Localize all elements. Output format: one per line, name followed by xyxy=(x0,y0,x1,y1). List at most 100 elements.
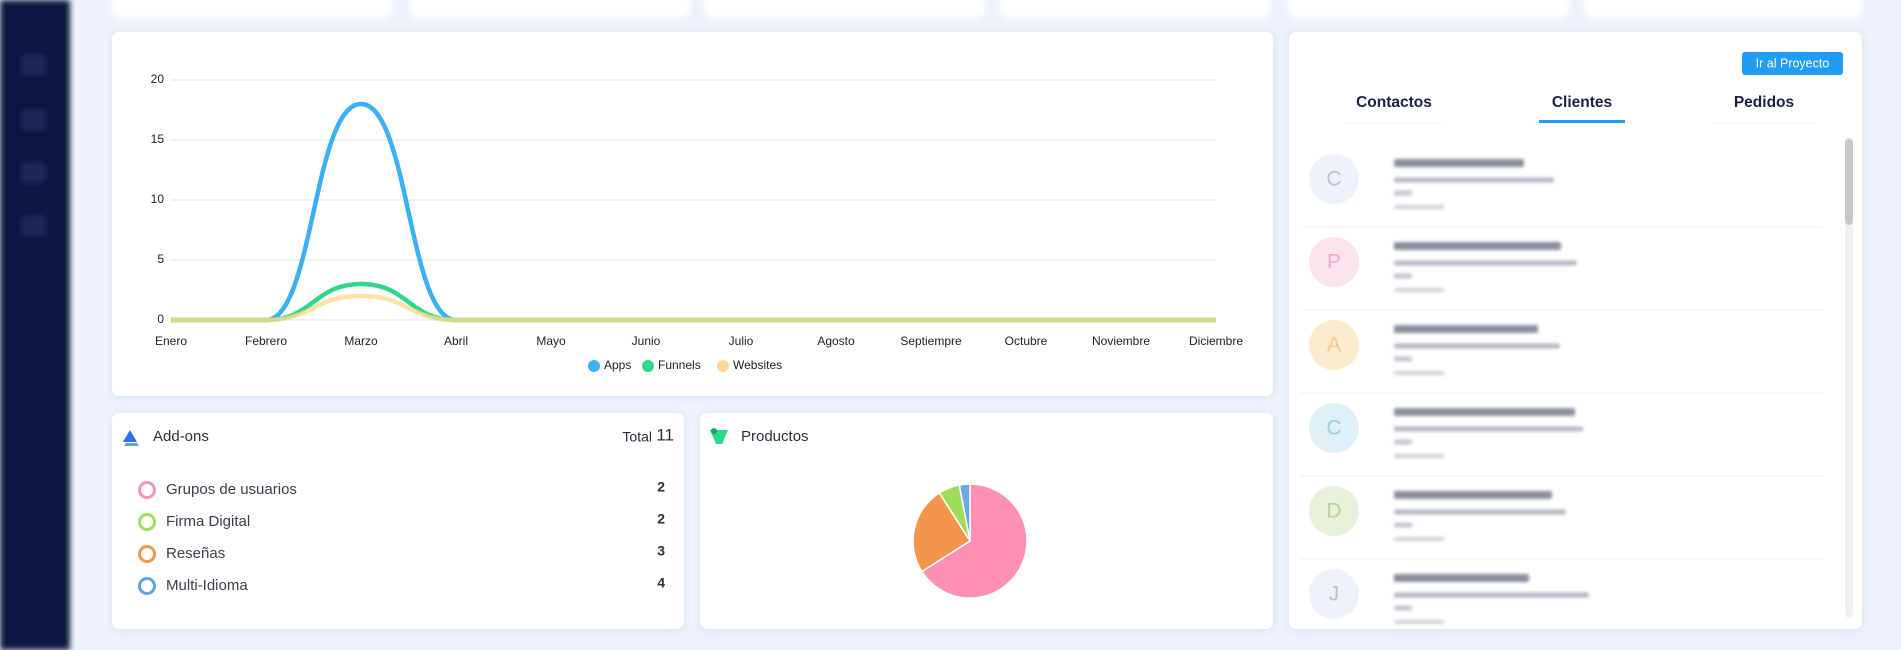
blurred-line xyxy=(1394,159,1524,167)
addons-total-label: Total xyxy=(622,429,652,445)
blurred-line xyxy=(1394,454,1444,458)
pie-slice xyxy=(912,491,972,573)
contact-avatar[interactable] xyxy=(1309,403,1359,453)
blurred-line xyxy=(1394,205,1444,209)
contact-initial: P xyxy=(1327,251,1341,274)
contact-initial: C xyxy=(1326,168,1341,191)
legend-swatch xyxy=(642,360,654,372)
addon-count: 4 xyxy=(657,575,665,591)
tab[interactable]: Contactos xyxy=(1356,94,1432,111)
blurred-line xyxy=(1394,343,1560,349)
addon-ring xyxy=(138,545,156,563)
addon-ring xyxy=(138,577,156,595)
blurred-line xyxy=(1394,408,1575,416)
scrollbar-thumb[interactable] xyxy=(1845,139,1853,225)
blurred-line xyxy=(1394,288,1444,292)
contact-avatar[interactable] xyxy=(1309,320,1359,370)
contact-details-blurred xyxy=(1394,408,1583,458)
contact-avatar[interactable] xyxy=(1309,154,1359,204)
contact-details-blurred xyxy=(1394,159,1554,209)
x-tick-label: Julio xyxy=(729,334,754,348)
legend-swatch xyxy=(717,360,729,372)
contact-avatar[interactable] xyxy=(1309,569,1359,619)
blurred-line xyxy=(1394,242,1561,250)
x-tick-label: Octubre xyxy=(1005,334,1048,348)
y-tick-label: 15 xyxy=(151,132,165,146)
blurred-line xyxy=(1394,509,1566,515)
addons-title: Add-ons xyxy=(153,428,209,445)
products-title: Productos xyxy=(741,428,809,445)
blurred-line xyxy=(1394,371,1444,375)
contact-list: C P A C D J xyxy=(1300,154,1822,624)
y-tick-label: 10 xyxy=(151,192,165,206)
addon-ring xyxy=(138,513,156,531)
x-tick-label: Mayo xyxy=(536,334,566,348)
contact-details-blurred xyxy=(1394,242,1577,292)
x-tick-label: Junio xyxy=(632,334,661,348)
legend-swatch xyxy=(588,360,600,372)
products-icon-dot xyxy=(711,428,717,434)
blurred-line xyxy=(1394,605,1412,611)
contact-avatar[interactable] xyxy=(1309,237,1359,287)
addon-count: 2 xyxy=(657,511,665,527)
y-tick-label: 0 xyxy=(157,312,164,326)
x-tick-label: Marzo xyxy=(344,334,378,348)
blurred-line xyxy=(1394,273,1412,279)
addons-icon-base xyxy=(124,443,139,446)
addons-card xyxy=(112,413,684,629)
y-tick-label: 5 xyxy=(157,252,164,266)
top-cards xyxy=(112,0,1862,18)
pie-slice xyxy=(920,483,1028,599)
y-tick-label: 20 xyxy=(151,72,165,86)
x-tick-label: Noviembre xyxy=(1092,334,1150,348)
pie-slice xyxy=(958,483,971,542)
blurred-line xyxy=(1394,260,1577,266)
addon-name: Firma Digital xyxy=(166,513,250,530)
line-series xyxy=(170,293,1216,323)
blurred-line xyxy=(1394,522,1412,528)
blurred-line xyxy=(1394,439,1412,445)
project-button[interactable] xyxy=(1742,52,1843,75)
tab[interactable]: Pedidos xyxy=(1734,94,1794,111)
addons-total: 11 xyxy=(656,425,674,444)
contact-initial: J xyxy=(1329,583,1340,606)
tab[interactable]: Clientes xyxy=(1552,94,1612,111)
contact-details-blurred xyxy=(1394,574,1589,624)
blurred-line xyxy=(1394,620,1444,624)
blurred-line xyxy=(1394,426,1583,432)
addon-name: Reseñas xyxy=(166,545,225,562)
addon-ring xyxy=(138,481,156,499)
legend-label: Funnels xyxy=(658,358,701,372)
blurred-line xyxy=(1394,325,1538,333)
blurred-line xyxy=(1394,592,1589,598)
contact-initial: A xyxy=(1327,334,1341,357)
addon-count: 2 xyxy=(657,479,665,495)
legend-label: Apps xyxy=(604,358,631,372)
addon-name: Multi-Idioma xyxy=(166,577,248,594)
x-tick-label: Diciembre xyxy=(1189,334,1243,348)
x-tick-label: Enero xyxy=(155,334,187,348)
blurred-line xyxy=(1394,537,1444,541)
x-tick-label: Abril xyxy=(444,334,468,348)
scrollbar-track xyxy=(1845,137,1853,618)
blurred-line xyxy=(1394,574,1529,582)
legend-label: Websites xyxy=(733,358,782,372)
sidebar xyxy=(0,0,70,650)
contact-details-blurred xyxy=(1394,325,1560,375)
contact-details-blurred xyxy=(1394,491,1566,541)
blurred-line xyxy=(1394,190,1412,196)
blurred-line xyxy=(1394,356,1412,362)
addon-count: 3 xyxy=(657,543,665,559)
addons-icon xyxy=(123,430,137,442)
x-tick-label: Agosto xyxy=(817,334,855,348)
x-tick-label: Septiempre xyxy=(900,334,962,348)
active-tab-indicator xyxy=(1539,120,1625,123)
contact-initial: D xyxy=(1326,500,1341,523)
contact-initial: C xyxy=(1326,417,1341,440)
contact-avatar[interactable] xyxy=(1309,486,1359,536)
addon-name: Grupos de usuarios xyxy=(166,481,297,498)
project-button-label[interactable]: Ir al Proyecto xyxy=(1756,56,1830,70)
blurred-line xyxy=(1394,491,1552,499)
